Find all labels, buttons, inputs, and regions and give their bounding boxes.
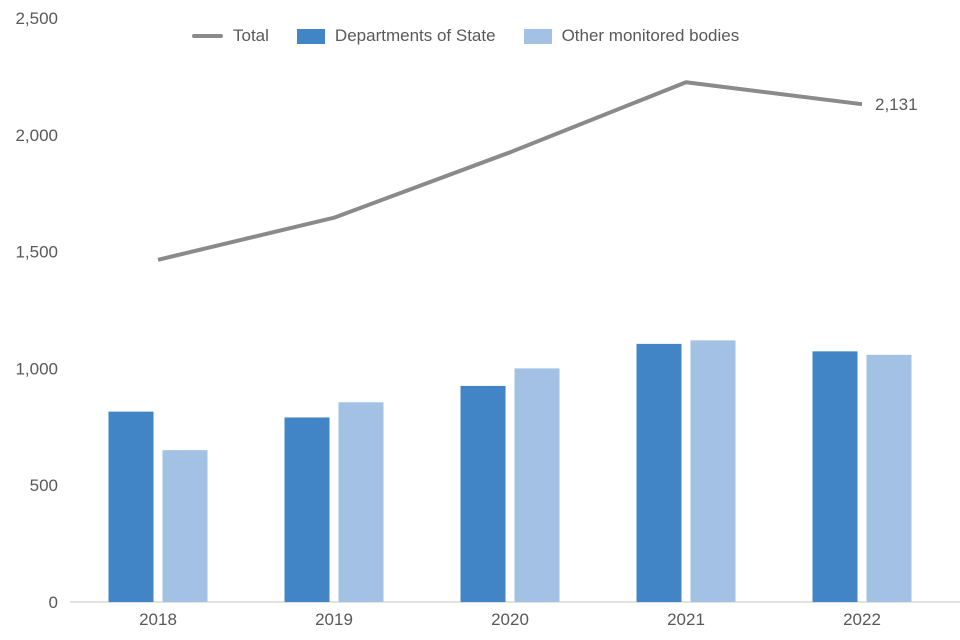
bar-departments-of-state-2019: [284, 417, 330, 602]
bar-other-monitored-bodies-2019: [338, 402, 384, 602]
legend-item-departments-of-state: Departments of State: [296, 26, 496, 46]
bar-other-monitored-bodies-2021: [690, 340, 736, 602]
bar-other-monitored-bodies-2020: [514, 368, 560, 602]
x-axis-tick-label: 2020: [491, 610, 529, 629]
x-axis-tick-label: 2019: [315, 610, 353, 629]
bar-departments-of-state-2018: [108, 411, 154, 602]
x-axis-tick-label: 2022: [843, 610, 881, 629]
y-axis-tick-label: 1,000: [15, 359, 58, 378]
legend-label-other-monitored-bodies: Other monitored bodies: [561, 26, 740, 45]
bar-departments-of-state-2020: [460, 385, 506, 602]
other-monitored-bodies-swatch: [523, 28, 552, 44]
y-axis-tick-label: 0: [49, 593, 58, 612]
y-axis-tick-label: 2,500: [15, 9, 58, 28]
bar-other-monitored-bodies-2018: [162, 450, 208, 602]
total-line-swatch: [192, 34, 223, 38]
line-end-data-label: 2,131: [875, 95, 918, 114]
legend-item-other-monitored-bodies: Other monitored bodies: [523, 26, 740, 46]
total-line: [157, 80, 863, 262]
y-axis-tick-label: 1,500: [15, 243, 58, 262]
legend-label-total: Total: [233, 26, 269, 45]
bar-other-monitored-bodies-2022: [866, 354, 912, 602]
legend-label-departments-of-state: Departments of State: [334, 26, 496, 45]
bar-departments-of-state-2021: [636, 343, 682, 602]
legend-item-total: Total: [192, 26, 269, 46]
x-axis-tick-label: 2018: [139, 610, 177, 629]
chart-legend: Total Departments of State Other monitor…: [192, 26, 739, 46]
x-axis-tick-label: 2021: [667, 610, 705, 629]
bar-departments-of-state-2022: [812, 351, 858, 602]
y-axis-tick-label: 2,000: [15, 126, 58, 145]
y-axis-tick-label: 500: [30, 476, 58, 495]
departments-of-state-swatch: [296, 28, 325, 44]
